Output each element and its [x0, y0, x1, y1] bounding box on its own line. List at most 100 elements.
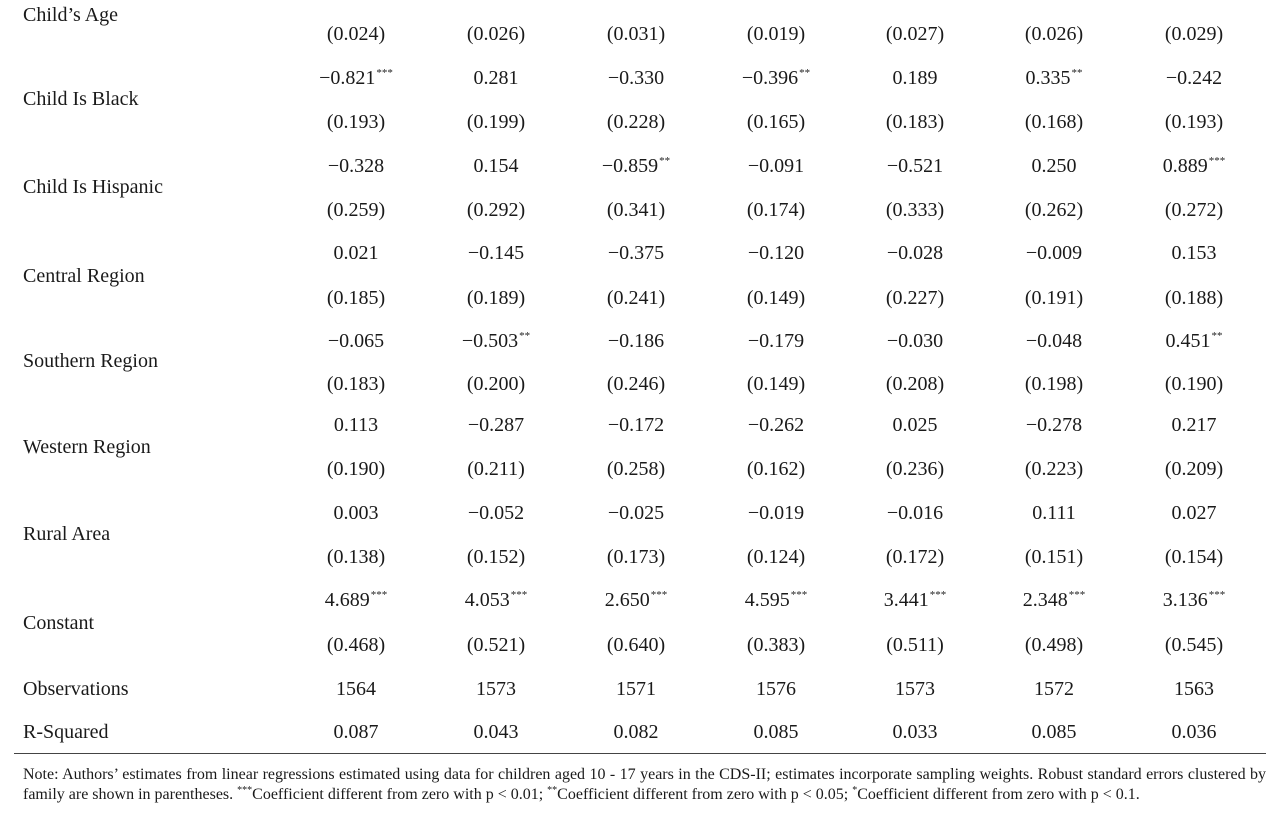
coefficient-cell: −0.048: [984, 330, 1124, 352]
coefficient-value: 0.025: [892, 414, 938, 436]
coefficient-cell: −0.503**: [426, 330, 566, 355]
significance-stars: **: [659, 155, 671, 167]
coefficient-cell: −0.028: [845, 242, 985, 264]
coefficient-value: −0.016: [886, 502, 944, 524]
coefficient-cell: −0.242: [1124, 67, 1264, 89]
standard-error-cell: (0.246): [606, 373, 666, 395]
coefficient-cell: 0.111: [984, 502, 1124, 524]
stat-value-cell: 0.036: [1171, 721, 1217, 743]
coefficient-value: −0.287: [467, 414, 525, 436]
coefficient-value: 0.003: [333, 502, 379, 524]
coefficient-value: 0.154: [473, 155, 519, 177]
coefficient-value: −0.262: [747, 414, 805, 436]
standard-error-cell: (0.026): [466, 23, 526, 45]
coefficient-value: −0.186: [607, 330, 665, 352]
coefficient-cell: 0.003: [286, 502, 426, 524]
coefficient-value: −0.048: [1025, 330, 1083, 352]
coefficient-value: −0.330: [607, 67, 665, 89]
standard-error-cell: (0.149): [746, 373, 806, 395]
coefficient-value: 4.053: [464, 589, 510, 611]
standard-error-cell: (0.259): [326, 199, 386, 221]
standard-error-cell: (0.172): [885, 546, 945, 568]
standard-error-cell: (0.183): [885, 111, 945, 133]
coefficient-value: −0.821: [319, 67, 376, 89]
significance-stars: **: [1211, 330, 1223, 342]
standard-error-cell: (0.188): [1164, 287, 1224, 309]
standard-error-cell: (0.019): [746, 23, 806, 45]
coefficient-value: −0.145: [467, 242, 525, 264]
row-label: Rural Area: [23, 523, 111, 545]
significance-stars: **: [1071, 67, 1083, 79]
coefficient-cell: 4.053***: [426, 589, 566, 614]
standard-error-cell: (0.468): [326, 634, 386, 656]
coefficient-value: −0.242: [1165, 67, 1223, 89]
stat-value-cell: 1572: [1034, 678, 1074, 700]
coefficient-value: −0.179: [747, 330, 805, 352]
coefficient-cell: −0.009: [984, 242, 1124, 264]
coefficient-cell: −0.859**: [566, 155, 706, 180]
standard-error-cell: (0.193): [1164, 111, 1224, 133]
significance-stars: ***: [790, 589, 808, 601]
coefficient-cell: 3.136***: [1124, 589, 1264, 614]
coefficient-cell: −0.179: [706, 330, 846, 352]
coefficient-cell: −0.019: [706, 502, 846, 524]
coefficient-value: −0.028: [886, 242, 944, 264]
standard-error-cell: (0.272): [1164, 199, 1224, 221]
standard-error-cell: (0.227): [885, 287, 945, 309]
significance-stars: ***: [510, 589, 528, 601]
row-label: Central Region: [23, 265, 145, 287]
standard-error-cell: (0.191): [1024, 287, 1084, 309]
standard-error-cell: (0.209): [1164, 458, 1224, 480]
standard-error-cell: (0.511): [886, 634, 944, 656]
coefficient-cell: 0.153: [1124, 242, 1264, 264]
coefficient-value: 0.335: [1025, 67, 1071, 89]
coefficient-value: −0.019: [747, 502, 805, 524]
coefficient-value: −0.052: [467, 502, 525, 524]
coefficient-value: 4.595: [744, 589, 790, 611]
coefficient-value: −0.375: [607, 242, 665, 264]
standard-error-cell: (0.223): [1024, 458, 1084, 480]
significance-stars: ***: [1068, 589, 1086, 601]
standard-error-cell: (0.152): [466, 546, 526, 568]
coefficient-value: −0.172: [607, 414, 665, 436]
standard-error-cell: (0.173): [606, 546, 666, 568]
coefficient-value: −0.859: [601, 155, 659, 177]
coefficient-value: −0.328: [327, 155, 385, 177]
stat-value-cell: 0.043: [473, 721, 519, 743]
standard-error-cell: (0.168): [1024, 111, 1084, 133]
coefficient-cell: −0.821***: [286, 67, 426, 92]
coefficient-cell: 4.689***: [286, 589, 426, 614]
stat-value-cell: 1563: [1174, 678, 1214, 700]
standard-error-cell: (0.498): [1024, 634, 1084, 656]
coefficient-cell: 0.189: [845, 67, 985, 89]
coefficient-cell: −0.145: [426, 242, 566, 264]
coefficient-cell: 0.025: [845, 414, 985, 436]
standard-error-cell: (0.190): [1164, 373, 1224, 395]
standard-error-cell: (0.029): [1164, 23, 1224, 45]
coefficient-value: 0.250: [1031, 155, 1077, 177]
coefficient-value: 0.027: [1171, 502, 1217, 524]
coefficient-cell: −0.030: [845, 330, 985, 352]
coefficient-cell: 0.154: [426, 155, 566, 177]
stat-value-cell: 1571: [616, 678, 656, 700]
coefficient-value: 2.650: [604, 589, 650, 611]
coefficient-value: −0.025: [607, 502, 665, 524]
coefficient-value: −0.120: [747, 242, 805, 264]
coefficient-cell: −0.025: [566, 502, 706, 524]
stat-value-cell: 1564: [336, 678, 376, 700]
standard-error-cell: (0.154): [1164, 546, 1224, 568]
significance-stars: ***: [1208, 155, 1226, 167]
coefficient-value: −0.009: [1025, 242, 1083, 264]
standard-error-cell: (0.236): [885, 458, 945, 480]
standard-error-cell: (0.138): [326, 546, 386, 568]
coefficient-cell: −0.521: [845, 155, 985, 177]
significance-stars: **: [799, 67, 811, 79]
standard-error-cell: (0.228): [606, 111, 666, 133]
coefficient-cell: −0.172: [566, 414, 706, 436]
standard-error-cell: (0.258): [606, 458, 666, 480]
coefficient-value: −0.065: [327, 330, 385, 352]
standard-error-cell: (0.165): [746, 111, 806, 133]
coefficient-value: 0.153: [1171, 242, 1217, 264]
note-text-1: Note: Authors’ estimates from linear reg…: [23, 766, 1266, 803]
coefficient-cell: −0.120: [706, 242, 846, 264]
